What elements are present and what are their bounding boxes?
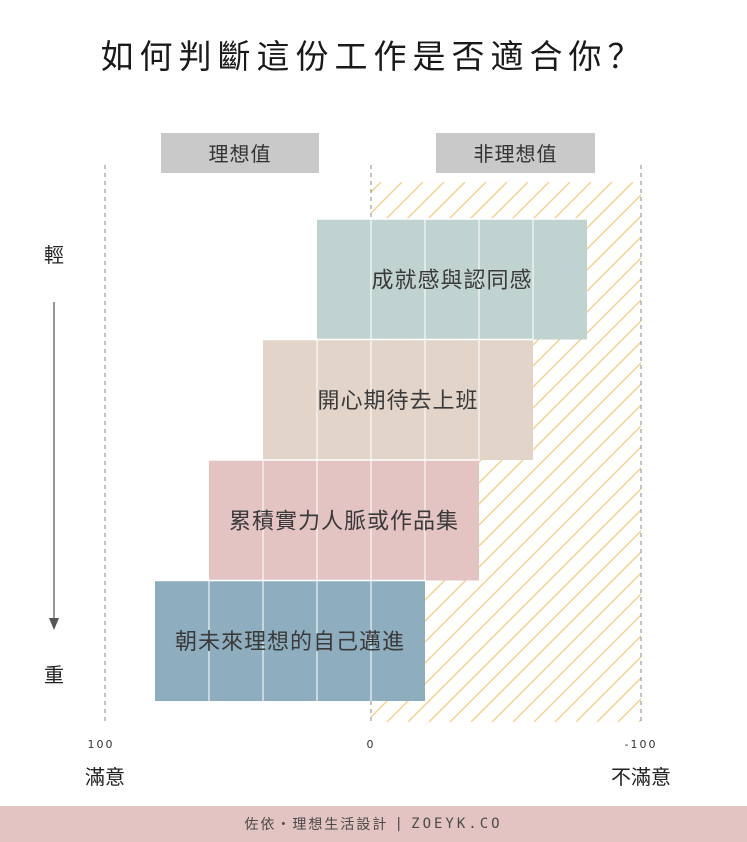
footer-brand-en: ZOEYK.CO xyxy=(411,816,503,832)
hatch-line xyxy=(638,719,641,722)
hatch-line xyxy=(0,182,45,722)
y-bottom-label: 重 xyxy=(44,663,64,687)
x-tick-label: 100 xyxy=(88,738,115,751)
hatch-line xyxy=(449,530,641,722)
hatch-line xyxy=(512,593,641,722)
hatch-line xyxy=(371,425,641,697)
hatch-line xyxy=(723,182,747,722)
hatch-line xyxy=(386,467,641,722)
hatch-line xyxy=(596,677,641,722)
hatch-line xyxy=(0,182,3,722)
bar xyxy=(317,219,587,340)
x-end-label-left: 滿意 xyxy=(85,765,125,789)
hatch-line xyxy=(371,446,641,718)
footer: 佐依・理想生活設計 | ZOEYK.CO xyxy=(0,806,747,842)
x-tick-label: 0 xyxy=(367,738,376,751)
bar-label: 朝未來理想的自己邁進 xyxy=(175,630,405,655)
bar xyxy=(155,580,425,701)
region-header-box xyxy=(161,133,319,173)
y-top-label: 輕 xyxy=(44,243,64,267)
x-end-label-right: 不滿意 xyxy=(611,765,671,789)
hatch-line xyxy=(0,182,150,722)
hatch-line xyxy=(428,509,641,722)
hatch-line xyxy=(681,182,747,722)
hatch-line xyxy=(533,614,641,722)
hatch-line xyxy=(0,182,171,722)
bar-label: 開心期待去上班 xyxy=(317,389,478,414)
hatch-line xyxy=(491,572,641,722)
y-arrow-head xyxy=(49,618,59,630)
hatch-line xyxy=(702,182,747,722)
page-title: 如何判斷這份工作是否適合你？ xyxy=(100,37,647,76)
chart: 理想值 非理想值成就感與認同感開心期待去上班累積實力人脈或作品集朝未來理想的自己邁… xyxy=(0,133,747,789)
hatch-line xyxy=(407,488,641,722)
bar-label: 成就感與認同感 xyxy=(371,268,532,293)
hatch-line xyxy=(660,182,747,722)
hatch-line xyxy=(0,182,129,722)
hatch-line xyxy=(470,551,641,722)
region-header-label: 非理想值 xyxy=(474,142,558,166)
region-header-box xyxy=(436,133,595,173)
hatch-line xyxy=(617,698,641,722)
x-tick-label: -100 xyxy=(625,738,658,751)
bar xyxy=(209,460,479,581)
region-header-label: 理想值 xyxy=(209,142,272,166)
footer-brand-cn: 佐依・理想生活設計 xyxy=(244,817,389,833)
bar xyxy=(263,339,533,460)
hatch-line xyxy=(575,656,641,722)
bar-label: 累積實力人脈或作品集 xyxy=(229,509,459,534)
hatch-line xyxy=(0,182,24,722)
footer-separator: | xyxy=(396,816,404,832)
